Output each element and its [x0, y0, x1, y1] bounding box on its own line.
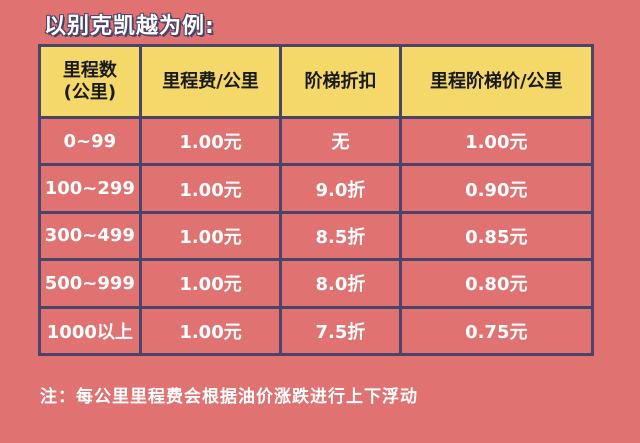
footnote: 注：每公里里程费会根据油价涨跌进行上下浮动 [40, 387, 418, 407]
fare-table: 里程数 (公里) 里程费/公里 阶梯折扣 里程阶梯价/公里 0~99 1.00元… [38, 44, 595, 357]
cell-price: 0.80元 [398, 258, 595, 309]
page-title: 以别克凯越为例: [44, 14, 215, 39]
cell-mileage: 300~499 [38, 210, 142, 262]
cell-discount: 8.5折 [279, 210, 402, 262]
cell-price: 0.75元 [398, 305, 595, 357]
table-row: 0~99 1.00元 无 1.00元 [38, 115, 595, 167]
cell-mileage: 0~99 [38, 115, 142, 167]
cell-price: 1.00元 [398, 115, 595, 167]
cell-discount: 8.0折 [279, 258, 402, 309]
cell-mileage: 100~299 [38, 163, 142, 214]
cell-price: 0.90元 [398, 163, 595, 214]
cell-price: 0.85元 [398, 210, 595, 262]
cell-fee: 1.00元 [138, 305, 283, 357]
table-row: 1000以上 1.00元 7.5折 0.75元 [38, 305, 595, 357]
header-mileage: 里程数 (公里) [38, 44, 142, 119]
header-tier-discount: 阶梯折扣 [279, 44, 402, 119]
cell-discount: 7.5折 [279, 305, 402, 357]
header-fee-per-km: 里程费/公里 [138, 44, 283, 119]
header-tier-price: 里程阶梯价/公里 [398, 44, 595, 119]
header-mileage-unit: (公里) [63, 81, 117, 103]
table-header-row: 里程数 (公里) 里程费/公里 阶梯折扣 里程阶梯价/公里 [38, 44, 595, 119]
cell-fee: 1.00元 [138, 258, 283, 309]
cell-mileage: 1000以上 [38, 305, 142, 357]
cell-discount: 无 [279, 115, 402, 167]
table-row: 500~999 1.00元 8.0折 0.80元 [38, 258, 595, 309]
cell-discount: 9.0折 [279, 163, 402, 214]
table-row: 300~499 1.00元 8.5折 0.85元 [38, 210, 595, 262]
cell-fee: 1.00元 [138, 163, 283, 214]
cell-fee: 1.00元 [138, 115, 283, 167]
table-row: 100~299 1.00元 9.0折 0.90元 [38, 163, 595, 214]
cell-mileage: 500~999 [38, 258, 142, 309]
cell-fee: 1.00元 [138, 210, 283, 262]
header-mileage-label: 里程数 [62, 59, 117, 81]
